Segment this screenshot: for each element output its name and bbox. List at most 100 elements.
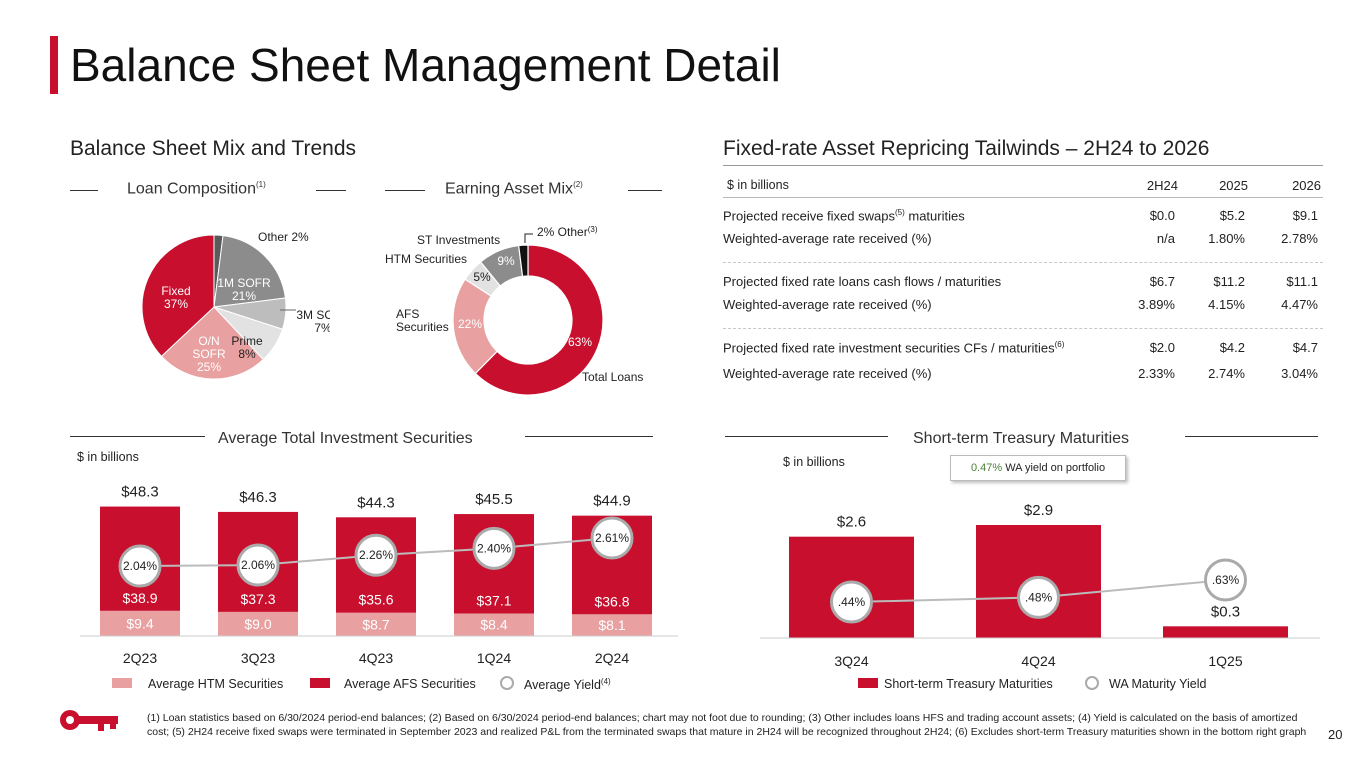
pie-label: O/N	[198, 334, 219, 348]
divider	[70, 190, 98, 191]
bar-htm	[336, 612, 416, 636]
bar-label-afs: $38.9	[122, 590, 157, 606]
divider	[70, 436, 205, 437]
table-row: Projected fixed rate loans cash flows / …	[723, 274, 1323, 292]
legend-swatch-afs	[310, 678, 330, 688]
x-tick-label: 2Q23	[123, 650, 157, 666]
table-cell: $0.0	[1149, 208, 1175, 223]
chart-unit-label: $ in billions	[77, 450, 139, 464]
earning-asset-mix-title: Earning Asset Mix(2)	[445, 180, 583, 198]
table-cell: 3.89%	[1138, 297, 1175, 312]
bar-label-htm: $9.4	[126, 615, 153, 631]
yield-label: 2.06%	[241, 558, 275, 572]
legend-label-yield: Average Yield(4)	[524, 677, 611, 693]
donut-label-afs: Securities	[396, 320, 449, 334]
bar-label-afs: $36.8	[594, 593, 629, 609]
pie-label: 37%	[164, 297, 188, 311]
table-cell: $11.2	[1213, 274, 1245, 289]
bar-total-label: $46.3	[239, 489, 277, 506]
bar-label-htm: $8.4	[480, 617, 507, 633]
yield-point	[472, 526, 516, 570]
pie-label: Fixed	[161, 284, 190, 298]
table-cell: 4.15%	[1208, 297, 1245, 312]
donut-label-afs: AFS	[396, 307, 419, 321]
bar-label-afs: $37.3	[240, 591, 275, 607]
bar-label-afs: $37.1	[476, 592, 511, 608]
investment-securities-title: Average Total Investment Securities	[218, 430, 473, 447]
donut-label-total-loans: Total Loans	[582, 370, 643, 384]
table-cell: 4.47%	[1281, 297, 1318, 312]
legend-swatch-treasury	[858, 678, 878, 688]
yield-point	[118, 544, 162, 588]
pie-label: 21%	[232, 289, 256, 303]
investment-securities-chart: $9.4 $38.9 $48.3 2Q23 $9.0 $37.3 $46.3 3Q23 $8.7…	[80, 484, 678, 666]
pie-slice-o-n-sofr	[160, 306, 264, 380]
yield-point	[354, 533, 398, 577]
yield-point	[1204, 558, 1247, 602]
yield-label: 2.40%	[477, 541, 511, 555]
footnote: (1) Loan statistics based on 6/30/2024 p…	[147, 712, 1307, 738]
wa-yield-callout: 0.47% WA yield on portfolio	[950, 455, 1126, 481]
bar-htm	[100, 610, 180, 636]
bar-value-label: $2.6	[837, 514, 866, 531]
x-tick-label: 4Q23	[359, 650, 393, 666]
yield-label: .48%	[1025, 590, 1053, 604]
bar-value-label: $2.9	[1024, 502, 1053, 519]
treasury-maturities-title: Short-term Treasury Maturities	[913, 430, 1130, 447]
table-col-header: 2H24	[1146, 178, 1178, 193]
legend-label-htm: Average HTM Securities	[148, 677, 284, 691]
donut-slice-total-loans	[474, 244, 604, 396]
pie-label: 3M SOFR	[296, 308, 330, 322]
bar-total-label: $48.3	[121, 484, 159, 501]
donut-pct-label: 5%	[473, 270, 491, 284]
table-row-label: Weighted-average rate received (%)	[723, 297, 932, 312]
yield-label: .63%	[1212, 573, 1240, 587]
repricing-tailwinds-title: Fixed-rate Asset Repricing Tailwinds – 2…	[723, 137, 1210, 160]
table-cell: 2.78%	[1281, 231, 1318, 246]
table-row: Weighted-average rate received (%) 2.33% 2…	[723, 366, 1323, 384]
table-row: Projected fixed rate investment securiti…	[723, 340, 1323, 358]
legend-marker-yield	[500, 676, 514, 690]
legend-marker-wa-yield	[1085, 676, 1099, 690]
yield-point	[590, 516, 634, 560]
bar-label-afs: $35.6	[358, 592, 393, 608]
table-cell: 3.04%	[1281, 366, 1318, 381]
table-cell: $2.0	[1149, 340, 1175, 355]
legend-label-wa-yield: WA Maturity Yield	[1109, 677, 1207, 691]
table-cell: $5.2	[1219, 208, 1245, 223]
donut-pct-label: 22%	[458, 317, 482, 331]
pie-slice-1m-sofr	[213, 235, 286, 308]
bar-total-label: $44.3	[357, 494, 395, 511]
title-accent-bar	[50, 36, 58, 94]
x-tick-label: 1Q25	[1208, 653, 1242, 669]
bar-htm	[454, 613, 534, 636]
legend-label-afs: Average AFS Securities	[344, 677, 476, 691]
page-number: 20	[1328, 727, 1343, 742]
yield-label: .44%	[838, 595, 866, 609]
pie-label: Other 2%	[258, 230, 309, 244]
table-cell: $4.2	[1219, 340, 1245, 355]
donut-label-st-investments: ST Investments	[417, 233, 500, 247]
bar-value-label: $0.3	[1211, 603, 1240, 620]
table-cell: $9.1	[1292, 208, 1318, 223]
bar-htm	[218, 611, 298, 636]
donut-label-other-sup: (3)	[588, 225, 598, 234]
pie-label: 25%	[197, 360, 221, 374]
bar-total-label: $45.5	[475, 491, 513, 508]
table-cell: 2.33%	[1138, 366, 1175, 381]
table-cell: $6.7	[1149, 274, 1175, 289]
table-cell: $11.1	[1286, 274, 1318, 289]
donut-label-htm: HTM Securities	[385, 252, 467, 266]
x-tick-label: 4Q24	[1021, 653, 1055, 669]
table-col-header: 2026	[1292, 178, 1321, 193]
divider	[723, 262, 1323, 263]
x-tick-label: 2Q24	[595, 650, 629, 666]
table-cell: 2.74%	[1208, 366, 1245, 381]
legend-label-treasury: Short-term Treasury Maturities	[884, 677, 1053, 691]
page-title: Balance Sheet Management Detail	[70, 39, 781, 91]
divider	[1185, 436, 1318, 437]
donut-pct-label: 63%	[568, 335, 592, 349]
table-col-header: 2025	[1219, 178, 1248, 193]
